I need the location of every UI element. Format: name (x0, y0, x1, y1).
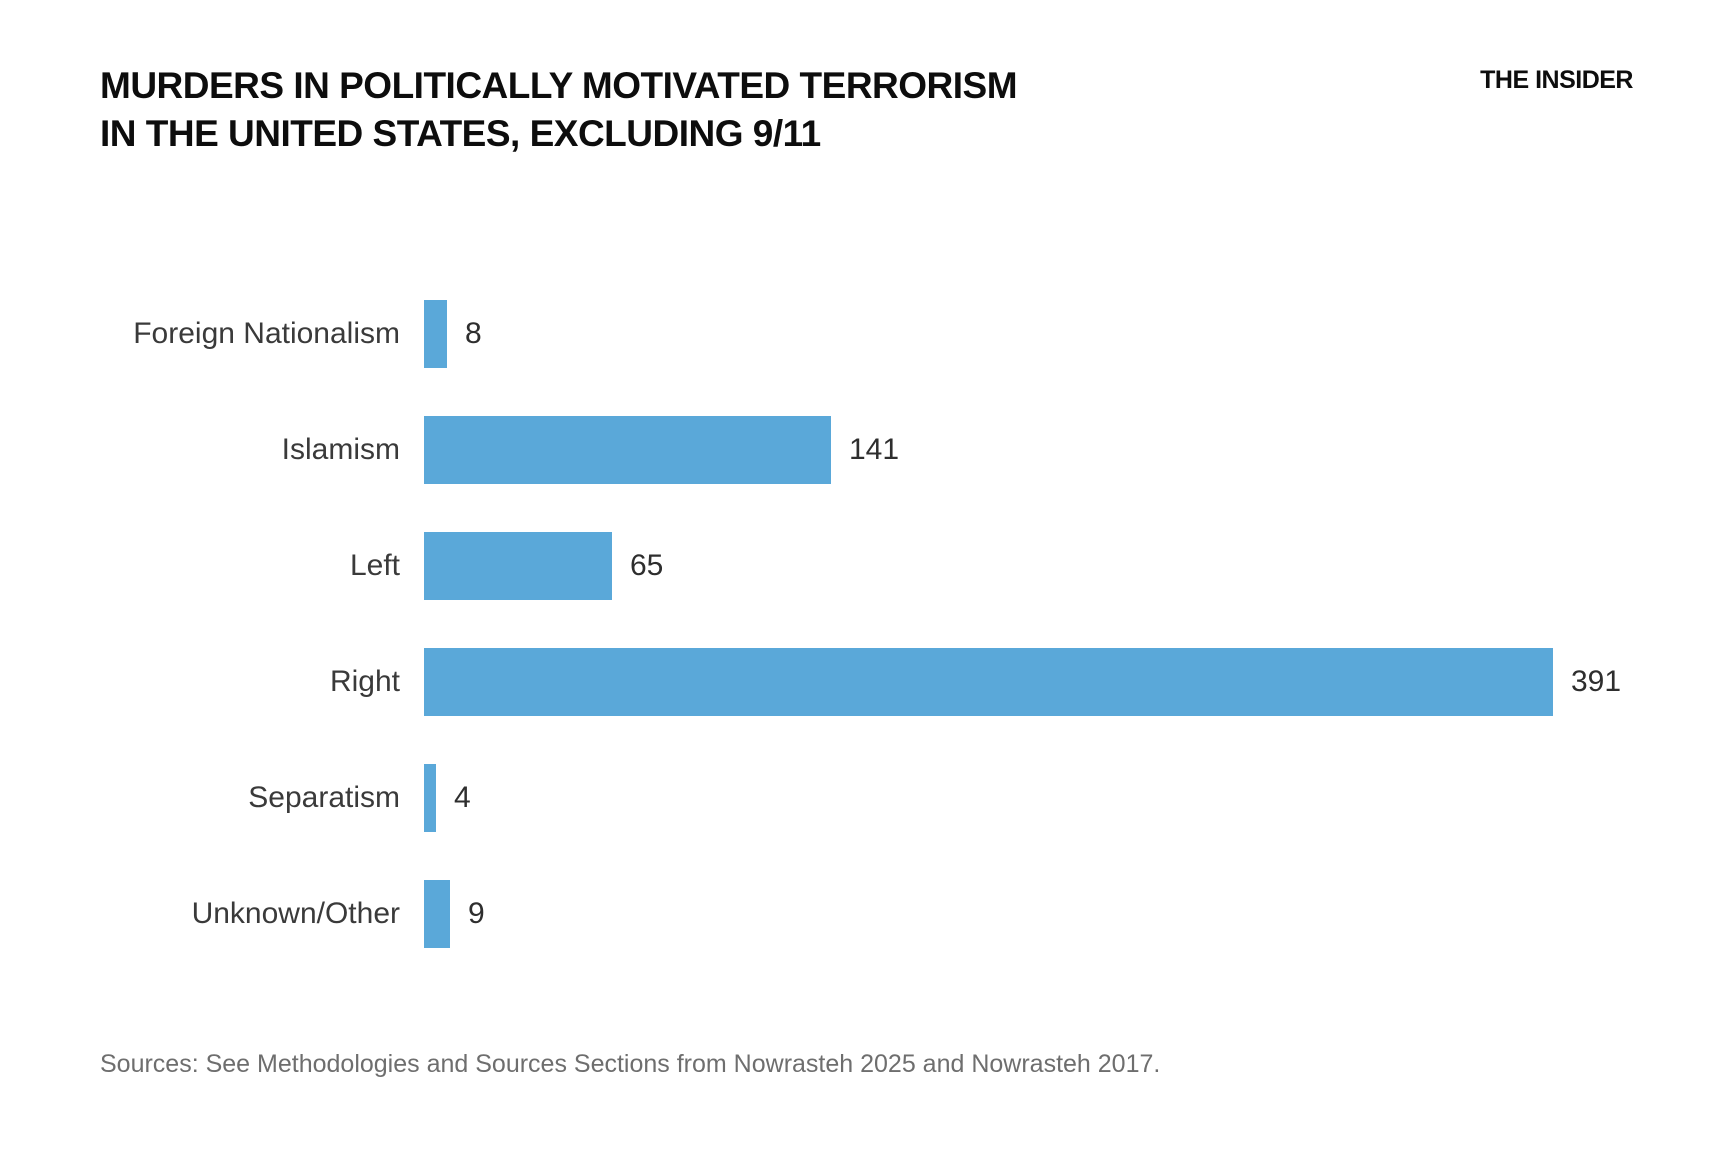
value-label: 391 (1571, 665, 1622, 698)
category-label: Islamism (281, 433, 400, 466)
category-label: Right (329, 665, 400, 698)
value-label: 9 (468, 897, 485, 930)
category-label: Left (349, 549, 400, 582)
bar-chart: Foreign Nationalism 8 Islamism 141 Left … (0, 276, 1732, 972)
value-label: 141 (849, 433, 900, 466)
bar (424, 648, 1553, 716)
category-label: Foreign Nationalism (133, 317, 400, 350)
bar (424, 532, 612, 600)
chart-row: Islamism 141 (0, 392, 1732, 508)
sources-note: Sources: See Methodologies and Sources S… (100, 1050, 1161, 1078)
chart-title: MURDERS IN POLITICALLY MOTIVATED TERRORI… (100, 62, 1018, 158)
chart-row: Right 391 (0, 624, 1732, 740)
chart-title-line-2: IN THE UNITED STATES, EXCLUDING 9/11 (100, 113, 821, 154)
chart-title-line-1: MURDERS IN POLITICALLY MOTIVATED TERRORI… (100, 65, 1018, 106)
category-label: Unknown/Other (191, 897, 400, 930)
value-label: 65 (630, 549, 664, 582)
value-label: 4 (454, 781, 471, 814)
category-label: Separatism (248, 781, 400, 814)
bar (424, 300, 447, 368)
chart-row: Unknown/Other 9 (0, 856, 1732, 972)
bar (424, 880, 450, 948)
bar (424, 416, 831, 484)
value-label: 8 (465, 317, 482, 350)
bar (424, 764, 436, 832)
chart-row: Separatism 4 (0, 740, 1732, 856)
chart-row: Left 65 (0, 508, 1732, 624)
chart-row: Foreign Nationalism 8 (0, 276, 1732, 392)
brand-logo: THE INSIDER (1480, 66, 1633, 94)
